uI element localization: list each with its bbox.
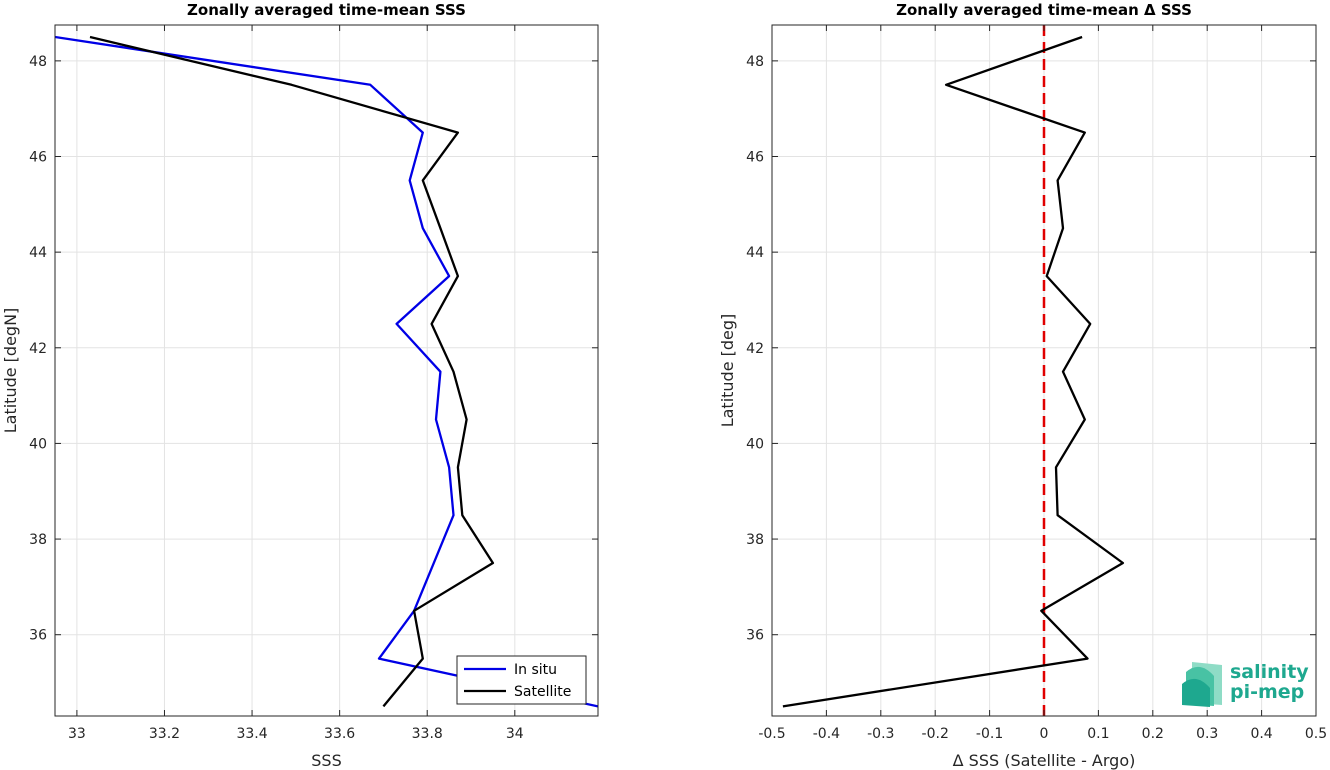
sss-x-tick-label: 33.2: [149, 726, 180, 742]
delta-sss-x-axis-label: Δ SSS (Satellite - Argo): [953, 751, 1136, 770]
sss-x-tick-label: 33.4: [236, 726, 267, 742]
salinity-pimep-logo: salinity pi-mep: [1182, 661, 1309, 707]
delta-sss-panel: -0.5 -0.4 -0.3 -0.2 -0.1 0 0.1 0.2 0.3 0.4 0.5 36 38…: [718, 1, 1327, 770]
delta-sss-x-tick-label: -0.2: [922, 726, 949, 742]
delta-sss-x-tick-label: -0.4: [813, 726, 840, 742]
logo-line2: pi-mep: [1230, 681, 1304, 703]
delta-sss-x-tick-label: 0.1: [1087, 726, 1109, 742]
delta-sss-series-delta-line: [782, 35, 1125, 708]
legend-label-in-situ: In situ: [514, 662, 557, 678]
delta-sss-x-tick-label: 0.3: [1196, 726, 1218, 742]
sss-series-satellite-line: [89, 35, 495, 708]
sss-y-tick-label: 44: [29, 245, 47, 261]
logo-line1: salinity: [1230, 661, 1309, 683]
delta-sss-y-tick-label: 38: [746, 532, 764, 548]
delta-sss-x-tick-label: 0.5: [1305, 726, 1327, 742]
sss-panel: 33 33.2 33.4 33.6 33.8 34 36 38 40 42 44 46 48 Zonall…: [1, 1, 599, 770]
delta-sss-y-tick-label: 36: [746, 628, 764, 644]
legend-box: [456, 655, 587, 705]
sss-y-tick-label: 38: [29, 532, 47, 548]
delta-sss-x-tick-label: -0.1: [976, 726, 1003, 742]
sss-series-in-situ-line: [55, 35, 598, 708]
sss-chart-title: Zonally averaged time-mean SSS: [187, 1, 466, 19]
sss-y-axis-label: Latitude [degN]: [1, 308, 20, 434]
delta-sss-y-tick-label: 40: [746, 436, 764, 452]
sss-y-tick-label: 40: [29, 436, 47, 452]
sss-y-tick-label: 48: [29, 54, 47, 70]
delta-sss-x-tick-label: 0.2: [1142, 726, 1164, 742]
sss-x-tick-label: 33.6: [324, 726, 355, 742]
sss-legend: In situ Satellite: [456, 655, 587, 705]
delta-sss-x-tick-label: 0: [1040, 726, 1049, 742]
delta-sss-y-tick-label: 44: [746, 245, 764, 261]
sss-y-tick-label: 46: [29, 150, 47, 166]
sss-axes-box: [54, 24, 599, 717]
sss-y-tick-label: 36: [29, 628, 47, 644]
delta-sss-x-tick-label: -0.5: [758, 726, 785, 742]
delta-sss-x-tick-label: -0.3: [867, 726, 894, 742]
delta-sss-x-tick-label: 0.4: [1250, 726, 1272, 742]
sss-x-axis-label: SSS: [311, 751, 341, 770]
legend-label-satellite: Satellite: [514, 684, 571, 700]
logo-wave-icon: [1182, 662, 1222, 707]
delta-sss-y-tick-label: 42: [746, 341, 764, 357]
sss-x-tick-label: 33.8: [412, 726, 443, 742]
delta-sss-y-tick-label: 48: [746, 54, 764, 70]
delta-sss-y-axis-label: Latitude [deg]: [718, 314, 737, 428]
sss-plot-area: [55, 25, 598, 716]
sss-x-tick-label: 33: [68, 726, 86, 742]
delta-sss-y-tick-label: 46: [746, 150, 764, 166]
delta-sss-chart-title: Zonally averaged time-mean Δ SSS: [896, 1, 1192, 19]
sss-y-tick-label: 42: [29, 341, 47, 357]
sss-x-tick-label: 34: [506, 726, 524, 742]
